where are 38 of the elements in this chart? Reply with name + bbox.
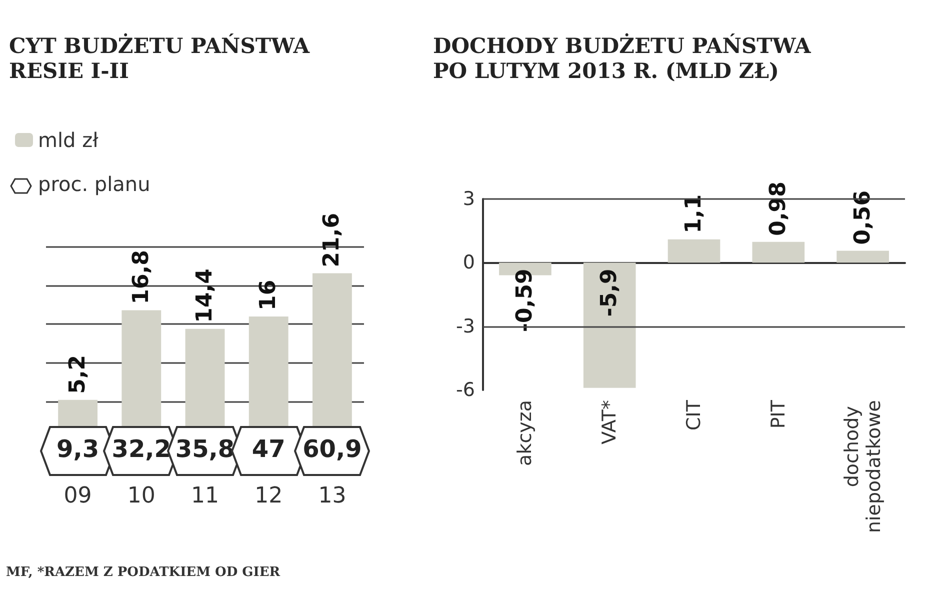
annotation: 47 xyxy=(252,435,286,463)
x-tick-label: 12 xyxy=(254,484,283,508)
data-label: 16,8 xyxy=(128,250,154,304)
annotation: 9,3 xyxy=(56,435,100,463)
bar xyxy=(836,250,889,263)
x-tick-label: PIT xyxy=(767,400,790,429)
annotation: 32,2 xyxy=(112,435,171,463)
x-tick-label: dochody niepodatkowe xyxy=(840,400,885,534)
x-tick-label: VAT* xyxy=(598,400,621,444)
x-tick-label: 13 xyxy=(318,484,346,508)
text: MF, *RAZEM Z PODATKIEM OD GIER xyxy=(6,565,280,580)
text: proc. planu xyxy=(38,172,150,196)
x-tick-label: CIT xyxy=(683,400,705,430)
bar xyxy=(668,239,720,263)
annotation: 35,8 xyxy=(175,435,235,463)
bar xyxy=(752,242,805,263)
data-label: 16 xyxy=(256,280,282,310)
chart-title: DOCHODY BUDŻETU PAŃSTWA PO LUTYM 2013 R. (MLD ZŁ) xyxy=(433,33,812,83)
data-label: 5,2 xyxy=(65,354,90,394)
data-label: 21,6 xyxy=(320,212,345,268)
data-label: 0,98 xyxy=(766,182,791,236)
data-label: -5,9 xyxy=(597,268,622,317)
y-tick-label: 0 xyxy=(462,252,475,274)
chart-title: CYT BUDŻETU PAŃSTWA RESIE I-II xyxy=(9,33,310,83)
data-label: 1,1 xyxy=(682,194,706,234)
annotation: 60,9 xyxy=(302,435,363,463)
legend-label: mld zł xyxy=(38,128,99,152)
x-tick-label: akcyza xyxy=(514,400,536,466)
x-tick-label: 11 xyxy=(191,484,219,508)
y-tick-label: 3 xyxy=(462,188,475,210)
bar xyxy=(583,262,636,388)
data-label: 0,56 xyxy=(850,190,876,245)
y-tick-label: -6 xyxy=(456,379,475,401)
data-label: -0,59 xyxy=(512,268,538,332)
x-tick-label: 09 xyxy=(64,484,92,508)
x-tick-label: 10 xyxy=(127,484,156,508)
data-label: 14,4 xyxy=(192,268,218,323)
y-tick-label: -3 xyxy=(456,315,475,338)
